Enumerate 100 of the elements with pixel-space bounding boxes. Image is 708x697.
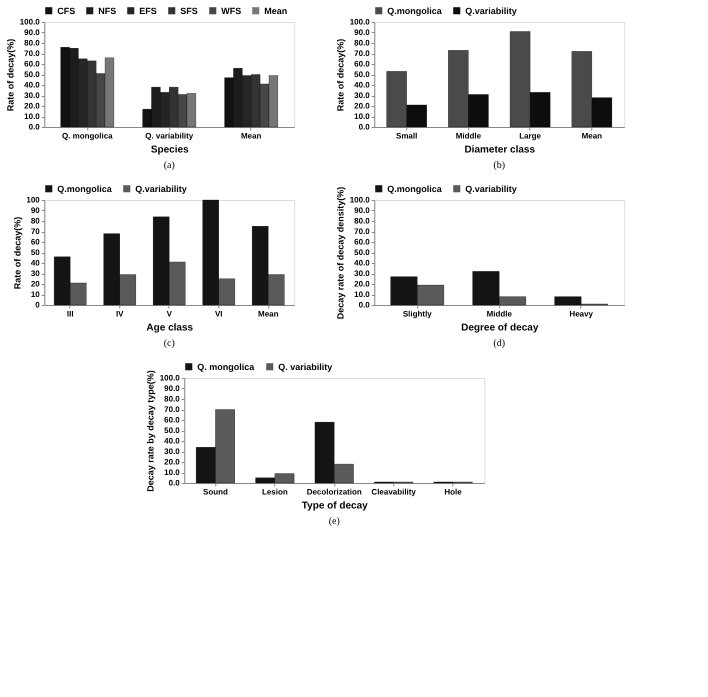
- y-tick-label: 30: [30, 269, 40, 278]
- y-tick-label: 40.0: [164, 436, 180, 446]
- y-tick-label: 90.0: [354, 28, 370, 37]
- text: (b): [493, 160, 506, 171]
- x-tick-label: Heavy: [569, 310, 594, 318]
- y-tick-label: 20.0: [164, 458, 180, 466]
- legend-label: WFS: [221, 6, 242, 16]
- x-tick-label: Decolorization: [306, 488, 362, 496]
- y-tick-label: 0.0: [358, 300, 370, 310]
- legend-label: EFS: [139, 6, 157, 16]
- y-axis-title: Rate of decay(%): [336, 38, 346, 112]
- y-tick-label: 60.0: [354, 60, 370, 68]
- x-tick-label: Mean: [240, 132, 262, 140]
- legend-label: Q.mongolica: [57, 184, 113, 194]
- y-tick-label: 60.0: [24, 60, 40, 68]
- x-tick-label: V: [166, 310, 173, 318]
- x-axis-title: Degree of decay: [461, 322, 539, 334]
- legend-label: CFS: [57, 6, 76, 16]
- x-tick-label: Hole: [444, 488, 462, 496]
- x-tick-label: Mean: [258, 310, 279, 318]
- legend-label: Q.variability: [135, 184, 187, 194]
- legend-label: Q.mongolica: [387, 184, 443, 194]
- x-tick-label: Slightly: [402, 310, 432, 318]
- x-tick-label: Middle: [456, 132, 482, 140]
- y-tick-label: 10.0: [164, 468, 180, 477]
- y-tick-label: 90.0: [354, 206, 370, 215]
- y-tick-label: 100.0: [160, 374, 180, 382]
- y-tick-label: 50.0: [24, 70, 40, 79]
- legend-label: Q.mongolica: [387, 6, 443, 16]
- y-tick-label: 0.0: [168, 478, 180, 488]
- y-tick-label: 70.0: [354, 227, 370, 236]
- y-tick-label: 40.0: [24, 80, 40, 90]
- text: (e): [328, 516, 340, 527]
- y-tick-label: 30.0: [354, 91, 370, 100]
- x-tick-label: IV: [116, 310, 124, 318]
- y-tick-label: 70.0: [354, 49, 370, 58]
- legend-label: Q.variability: [465, 184, 517, 194]
- y-tick-label: 50.0: [164, 426, 180, 435]
- x-tick-label: Sound: [202, 488, 228, 496]
- y-tick-label: 80.0: [354, 38, 370, 48]
- text: (c): [164, 338, 175, 349]
- y-tick-label: 80.0: [354, 216, 370, 226]
- x-axis-title: Species: [150, 144, 190, 156]
- y-tick-label: 30.0: [24, 91, 40, 100]
- y-tick-label: 30.0: [354, 269, 370, 278]
- y-tick-label: 0.0: [358, 122, 370, 132]
- y-tick-label: 10: [30, 290, 40, 299]
- y-tick-label: 100.0: [350, 196, 370, 204]
- y-tick-label: 50.0: [354, 70, 370, 79]
- y-tick-label: 100: [26, 196, 40, 204]
- y-tick-label: 70.0: [24, 49, 40, 58]
- x-tick-label: Middle: [486, 310, 512, 318]
- x-tick-label: Q. variability: [145, 132, 194, 140]
- y-tick-label: 90: [30, 206, 40, 215]
- x-tick-label: VI: [214, 310, 223, 318]
- legend-label: Q. mongolica: [197, 362, 256, 372]
- y-axis-title: Rate of decay(%): [6, 38, 16, 112]
- y-axis-title: Decay rate of decay density(%): [336, 186, 346, 320]
- legend-label: Mean: [264, 6, 288, 16]
- y-tick-label: 40: [30, 258, 40, 268]
- y-axis-title: Decay rate by decay type(%): [146, 370, 156, 492]
- y-tick-label: 70: [30, 227, 40, 236]
- y-tick-label: 60.0: [164, 416, 180, 424]
- x-tick-label: Lesion: [262, 488, 288, 496]
- y-tick-label: 100.0: [20, 18, 40, 26]
- x-tick-label: Large: [519, 132, 542, 140]
- y-tick-label: 50.0: [354, 248, 370, 257]
- y-tick-label: 90.0: [24, 28, 40, 37]
- y-tick-label: 60.0: [354, 238, 370, 246]
- x-axis-title: Age class: [146, 322, 194, 334]
- y-tick-label: 80.0: [24, 38, 40, 48]
- y-tick-label: 10.0: [24, 112, 40, 121]
- y-tick-label: 80.0: [164, 394, 180, 404]
- x-tick-label: Cleavability: [371, 488, 416, 496]
- y-tick-label: 90.0: [164, 384, 180, 393]
- x-tick-label: Q. mongolica: [62, 132, 114, 140]
- y-tick-label: 60: [30, 238, 40, 246]
- y-tick-label: 20.0: [24, 102, 40, 110]
- y-axis-title: Rate of decay(%): [12, 216, 22, 290]
- y-tick-label: 70.0: [164, 405, 180, 414]
- y-tick-label: 40.0: [354, 258, 370, 268]
- y-tick-label: 0: [35, 300, 40, 310]
- x-axis-title: Diameter class: [464, 144, 536, 156]
- legend-label: NFS: [98, 6, 116, 16]
- legend-label: Q.variability: [465, 6, 517, 16]
- y-tick-label: 20.0: [354, 280, 370, 288]
- y-tick-label: 20: [30, 280, 40, 288]
- legend-label: Q. variability: [278, 362, 332, 372]
- x-axis-title: Type of decay: [302, 500, 368, 512]
- y-tick-label: 80: [30, 216, 40, 226]
- y-tick-label: 40.0: [354, 80, 370, 90]
- text: (d): [493, 338, 506, 349]
- x-tick-label: Mean: [582, 132, 602, 140]
- y-tick-label: 10.0: [354, 112, 370, 121]
- y-tick-label: 10.0: [354, 290, 370, 299]
- x-tick-label: III: [66, 310, 74, 318]
- text: (a): [164, 160, 175, 171]
- y-tick-label: 50: [30, 248, 40, 257]
- y-tick-label: 0.0: [28, 122, 40, 132]
- y-tick-label: 20.0: [354, 102, 370, 110]
